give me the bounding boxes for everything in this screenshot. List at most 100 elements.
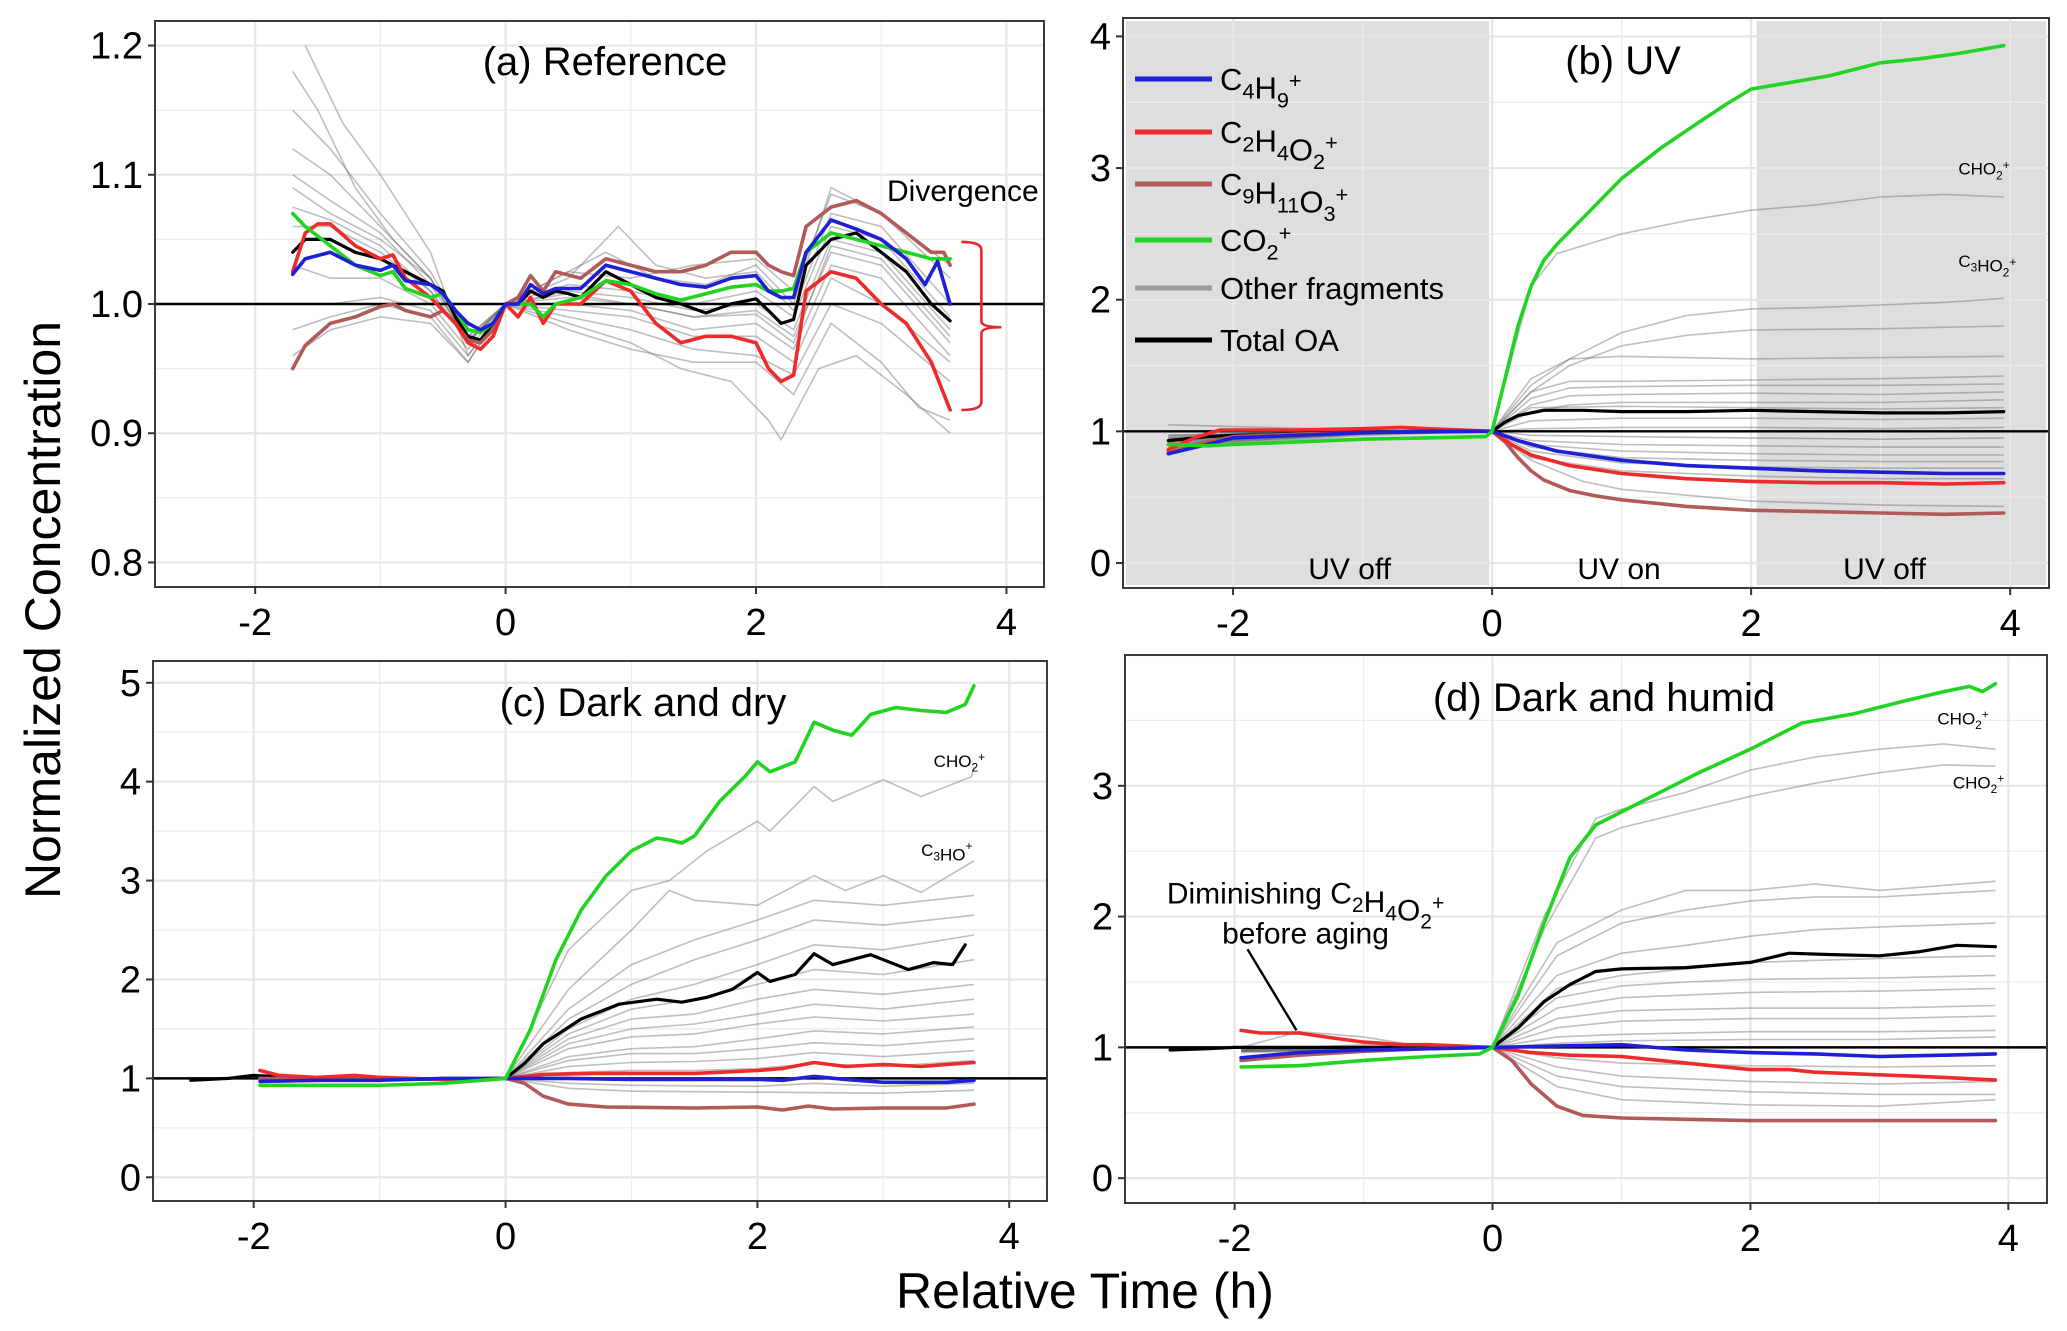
legend: C4H9+C2H4O2+C9H11O3+CO2+ Other fragments T… — [1135, 62, 1444, 358]
y-tick-label: 3 — [1090, 148, 1111, 190]
series-line-c4h9 — [1166, 429, 2006, 476]
fragment-label: CHO2+ — [934, 750, 985, 775]
x-tick-label: -2 — [237, 1216, 271, 1258]
y-tick-label: 3 — [1092, 766, 1113, 808]
x-tick-label: -2 — [1216, 603, 1250, 645]
other-fragment-line — [292, 264, 951, 364]
y-axis-title: Normalized Concentration — [15, 321, 71, 899]
panel-frame — [1124, 654, 2048, 1204]
panel-title: (a) Reference — [483, 40, 728, 84]
panel-title: (c) Dark and dry — [500, 681, 787, 725]
panel-title: (d) Dark and humid — [1433, 676, 1775, 720]
other-fragment-line — [259, 1013, 975, 1084]
x-tick-label: 0 — [495, 602, 516, 644]
series-group — [155, 45, 1044, 442]
series-line-c4h9 — [258, 1074, 976, 1085]
series-line-co2 — [1166, 43, 2006, 448]
other-fragment-line — [292, 187, 951, 344]
callout-text: before aging — [1222, 917, 1389, 950]
region-label: UV off — [1843, 553, 1926, 586]
x-tick-label: 4 — [999, 1216, 1020, 1258]
y-tick-label: 2 — [120, 959, 141, 1001]
x-tick-label: 2 — [745, 602, 766, 644]
y-tick-label: 4 — [120, 762, 141, 804]
series-line-c9h11o3 — [290, 198, 952, 371]
legend-item-c2h4o2: C2H4O2+ — [1135, 115, 1338, 174]
region-label: UV on — [1577, 553, 1660, 586]
fragment-label: CHO2+ — [1937, 708, 1988, 733]
legend-item-other: Other fragments — [1135, 271, 1444, 306]
other-fragment-line — [259, 998, 975, 1082]
plot-area — [1125, 655, 2047, 1203]
y-tick-label: 1 — [1090, 411, 1111, 453]
y-tick-label: 3 — [120, 861, 141, 903]
legend-label: Other fragments — [1220, 271, 1444, 306]
y-tick-label: 1.0 — [90, 284, 143, 326]
divergence-label: Divergence — [887, 175, 1039, 208]
y-tick-label: 0.8 — [90, 542, 143, 584]
x-tick-label: 0 — [495, 1216, 516, 1258]
y-tick-label: 2 — [1092, 897, 1113, 939]
panel-d: 0 1 2 3 -2 0 2 4 (d) Dark and humid CHO2+ CHO2+ Dim… — [1092, 654, 2048, 1260]
other-fragment-line — [292, 303, 951, 422]
y-tick-label: 4 — [1090, 16, 1111, 58]
other-fragment-line — [292, 206, 951, 345]
y-tick-label: 1 — [1092, 1027, 1113, 1069]
panel-title: (b) UV — [1565, 39, 1681, 83]
legend-item-c4h9: C4H9+ — [1135, 62, 1302, 112]
x-tick-label: 0 — [1482, 1218, 1503, 1260]
series-line-total — [1168, 943, 1997, 1052]
other-fragment-line — [259, 1026, 975, 1083]
x-tick-label: -2 — [1218, 1218, 1252, 1260]
y-tick-label: 1.1 — [90, 155, 143, 197]
other-fragment-line — [259, 894, 975, 1084]
other-fragment-line — [292, 174, 951, 342]
panel-c: 0 1 2 3 4 5 -2 0 2 4 (c) Dark and dry CHO2+ C3HO+ — [120, 660, 1048, 1258]
series-line-c2h4o2 — [1239, 1028, 1998, 1082]
region-label: UV off — [1308, 553, 1391, 586]
x-tick-label: 4 — [996, 602, 1017, 644]
other-fragment-line — [259, 983, 975, 1083]
series-line-c4h9 — [1239, 1042, 1998, 1060]
fragment-label: CHO2+ — [1958, 158, 2009, 183]
series-group — [153, 683, 1047, 1112]
other-fragment-line — [1241, 922, 1996, 1050]
shaded-region — [1126, 21, 1490, 585]
y-tick-label: 0.9 — [90, 413, 143, 455]
x-axis-title: Relative Time (h) — [896, 1263, 1274, 1319]
panel-frame — [1122, 17, 2050, 589]
gridlines — [153, 661, 1047, 1201]
shaded-region — [1756, 21, 2046, 585]
other-fragment-line — [1241, 889, 1996, 1051]
series-group — [1123, 43, 2049, 517]
legend-label: C9H11O3+ — [1220, 167, 1348, 226]
gridlines — [1123, 18, 2049, 588]
y-tick-label: 1 — [120, 1058, 141, 1100]
panel-frame — [152, 660, 1048, 1202]
legend-label: Total OA — [1220, 323, 1339, 358]
x-tick-label: 4 — [1998, 1218, 2019, 1260]
legend-label: C2H4O2+ — [1220, 115, 1338, 174]
other-fragment-line — [292, 225, 951, 357]
legend-label: CO2+ — [1220, 220, 1291, 264]
other-fragment-line — [292, 109, 951, 338]
y-tick-label: 0 — [1090, 543, 1111, 585]
other-fragment-line — [1240, 743, 1996, 1049]
series-line-co2 — [1239, 682, 1998, 1069]
series-line-c2h4o2 — [1166, 425, 2006, 486]
other-fragment-line — [259, 1038, 975, 1082]
y-tick-label: 1.2 — [90, 26, 143, 68]
y-tick-label: 2 — [1090, 280, 1111, 322]
fragment-label: C3HO2+ — [1958, 252, 2016, 280]
other-fragment-line — [259, 914, 975, 1083]
y-tick-label: 0 — [120, 1157, 141, 1199]
x-tick-label: 2 — [1740, 1218, 1761, 1260]
other-fragment-line — [1241, 880, 1996, 1053]
callout-pointer — [1246, 948, 1298, 1031]
fragment-label: CHO2+ — [1953, 772, 2004, 797]
plot-area — [153, 661, 1047, 1201]
series-line-c2h4o2 — [290, 222, 952, 412]
y-tick-label: 0 — [1092, 1158, 1113, 1200]
callout-text: Diminishing C2H4O2+ — [1167, 877, 1444, 933]
